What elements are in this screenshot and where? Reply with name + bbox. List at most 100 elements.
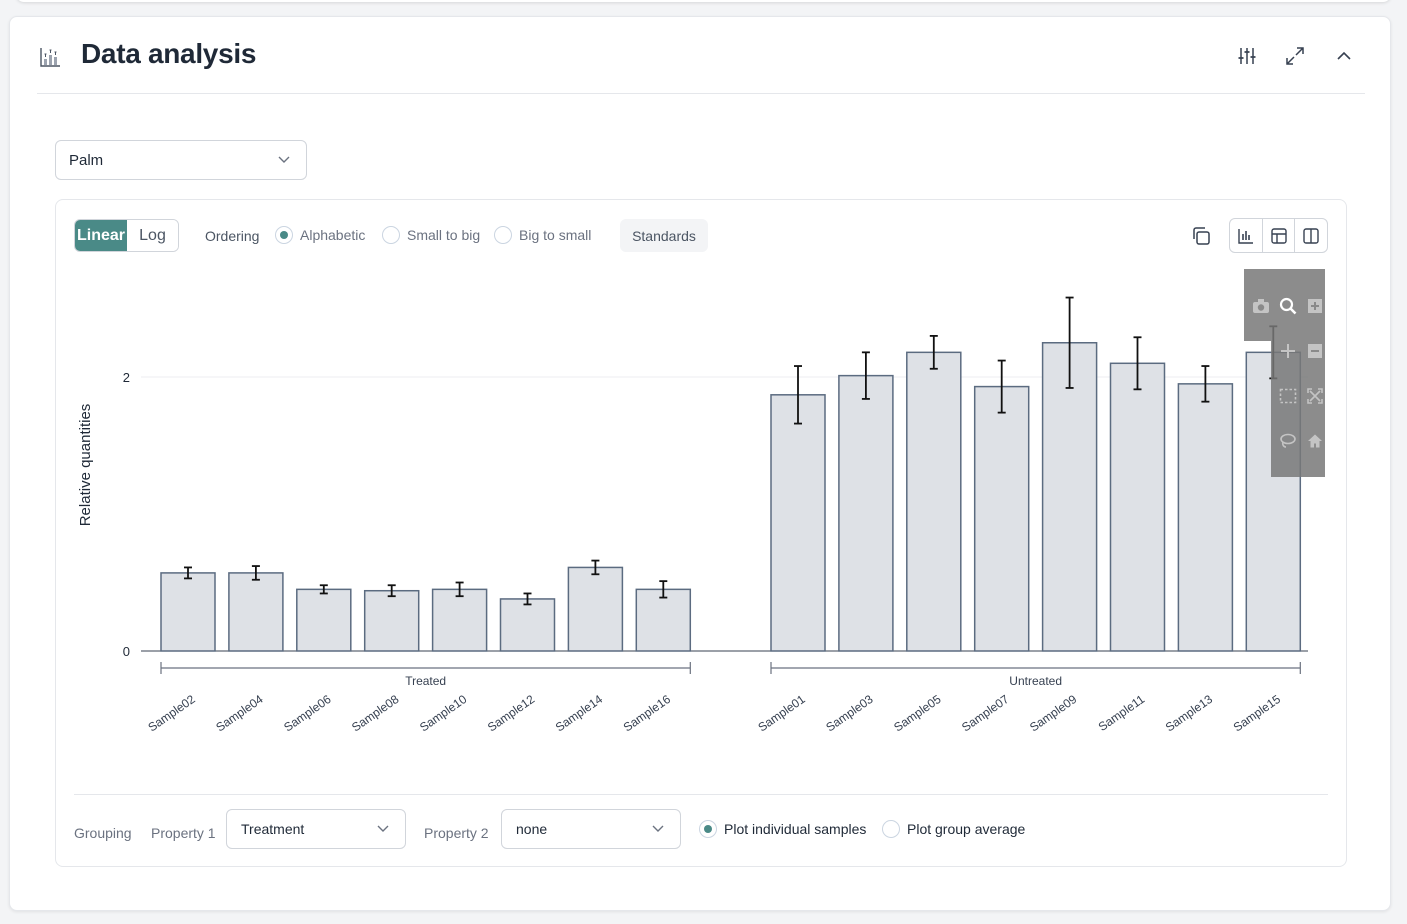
bar <box>567 566 624 652</box>
bar <box>906 351 962 652</box>
settings-button[interactable] <box>1232 41 1262 71</box>
bar <box>973 385 1030 652</box>
card-header: Data analysis <box>37 17 1365 94</box>
copy-icon[interactable] <box>1189 224 1213 248</box>
view-mode-group <box>1229 218 1328 253</box>
collapse-button[interactable] <box>1329 41 1359 71</box>
data-analysis-card: Data analysis Palm Linear Log Ordering <box>9 16 1391 911</box>
ordering-big-to-small-radio[interactable]: Big to small <box>494 226 591 244</box>
group-bracket <box>160 662 691 674</box>
bar <box>431 588 488 652</box>
x-tick-label: Sample10 <box>417 692 470 735</box>
plot-average-radio[interactable]: Plot group average <box>882 820 1025 838</box>
bar <box>1109 362 1166 652</box>
bar <box>296 588 352 652</box>
x-tick-label: Sample04 <box>213 692 266 735</box>
ordering-option-label: Small to big <box>407 227 481 243</box>
pan-icon[interactable] <box>1277 340 1299 362</box>
property1-label: Property 1 <box>151 825 216 841</box>
scale-linear-button[interactable]: Linear <box>75 220 127 251</box>
y-tick-label: 2 <box>123 370 130 385</box>
group-label: Treated <box>405 674 446 688</box>
previous-card-edge <box>0 0 1407 8</box>
sliders-icon <box>1238 48 1256 64</box>
expand-button[interactable] <box>1280 41 1310 71</box>
split-view-icon <box>1303 227 1319 244</box>
x-tick-label: Sample09 <box>1027 692 1080 735</box>
property2-select[interactable]: none <box>501 809 681 849</box>
reset-home-icon[interactable] <box>1304 430 1326 452</box>
y-axis-label: Relative quantities <box>77 404 94 527</box>
zoom-icon[interactable] <box>1277 295 1299 317</box>
x-tick-label: Sample06 <box>281 692 334 735</box>
box-select-icon[interactable] <box>1277 385 1299 407</box>
ordering-label: Ordering <box>205 228 260 244</box>
chevron-down-icon <box>652 825 664 832</box>
x-tick-label: Sample13 <box>1163 692 1216 735</box>
x-tick-label: Sample07 <box>959 692 1012 735</box>
bar <box>499 598 556 652</box>
chevron-down-icon <box>377 825 389 832</box>
grouping-label: Grouping <box>74 825 132 841</box>
table-icon <box>1270 227 1287 244</box>
bar <box>770 394 826 652</box>
footer-divider <box>74 794 1328 795</box>
bar-chart-icon <box>1238 228 1253 244</box>
chart-icon <box>40 48 60 67</box>
zoom-in-icon[interactable] <box>1304 295 1326 317</box>
chevron-down-icon <box>278 156 290 163</box>
x-tick-label: Sample15 <box>1231 692 1284 735</box>
bar <box>838 374 894 652</box>
autoscale-icon[interactable] <box>1304 385 1326 407</box>
y-tick-label: 0 <box>123 644 130 659</box>
x-tick-label: Sample08 <box>349 692 402 735</box>
ordering-small-to-big-radio[interactable]: Small to big <box>382 226 480 244</box>
plot-individual-radio[interactable]: Plot individual samples <box>699 820 866 838</box>
target-select[interactable]: Palm <box>55 140 307 180</box>
x-tick-label: Sample14 <box>553 692 606 735</box>
bar <box>635 588 692 652</box>
bar <box>1177 383 1234 652</box>
x-tick-label: Sample01 <box>755 692 808 735</box>
radio-dot <box>494 226 512 244</box>
bar <box>1041 342 1098 652</box>
ordering-option-label: Big to small <box>519 227 592 243</box>
radio-dot <box>382 226 400 244</box>
view-table-button[interactable] <box>1263 219 1296 252</box>
property1-value: Treatment <box>241 821 305 837</box>
camera-icon[interactable] <box>1250 295 1272 317</box>
bar <box>228 572 284 652</box>
view-chart-button[interactable] <box>1230 219 1263 252</box>
plot-option-label: Plot individual samples <box>724 821 867 837</box>
x-tick-label: Sample03 <box>823 692 876 735</box>
lasso-icon[interactable] <box>1277 430 1299 452</box>
plot-modebar <box>1244 269 1325 477</box>
ordering-alphabetic-radio[interactable]: Alphabetic <box>275 226 365 244</box>
scale-toggle: Linear Log <box>74 219 179 252</box>
x-tick-label: Sample16 <box>621 692 674 735</box>
view-split-button[interactable] <box>1295 219 1327 252</box>
group-label: Untreated <box>1009 674 1062 688</box>
standards-button[interactable]: Standards <box>620 219 708 252</box>
x-tick-label: Sample12 <box>485 692 538 735</box>
radio-dot <box>699 820 717 838</box>
radio-dot <box>275 226 293 244</box>
property1-select[interactable]: Treatment <box>226 809 406 849</box>
property2-label: Property 2 <box>424 825 489 841</box>
bar <box>160 572 216 652</box>
target-select-value: Palm <box>69 152 104 169</box>
zoom-out-icon[interactable] <box>1304 340 1326 362</box>
bar-chart: 0 2 Relative quantities Sample02 Sample04 Sam… <box>77 296 1308 735</box>
chevron-up-icon <box>1337 51 1351 60</box>
x-tick-label: Sample11 <box>1096 692 1148 734</box>
x-tick-label: Sample05 <box>891 692 944 735</box>
chart-panel: Linear Log Ordering Alphabetic Small to … <box>55 199 1347 867</box>
ordering-option-label: Alphabetic <box>300 227 366 243</box>
page-title: Data analysis <box>81 38 257 69</box>
radio-dot <box>882 820 900 838</box>
property2-value: none <box>516 821 548 837</box>
group-bracket <box>770 662 1301 674</box>
expand-icon <box>1286 47 1304 65</box>
plot-option-label: Plot group average <box>907 821 1026 837</box>
scale-log-button[interactable]: Log <box>127 220 178 251</box>
